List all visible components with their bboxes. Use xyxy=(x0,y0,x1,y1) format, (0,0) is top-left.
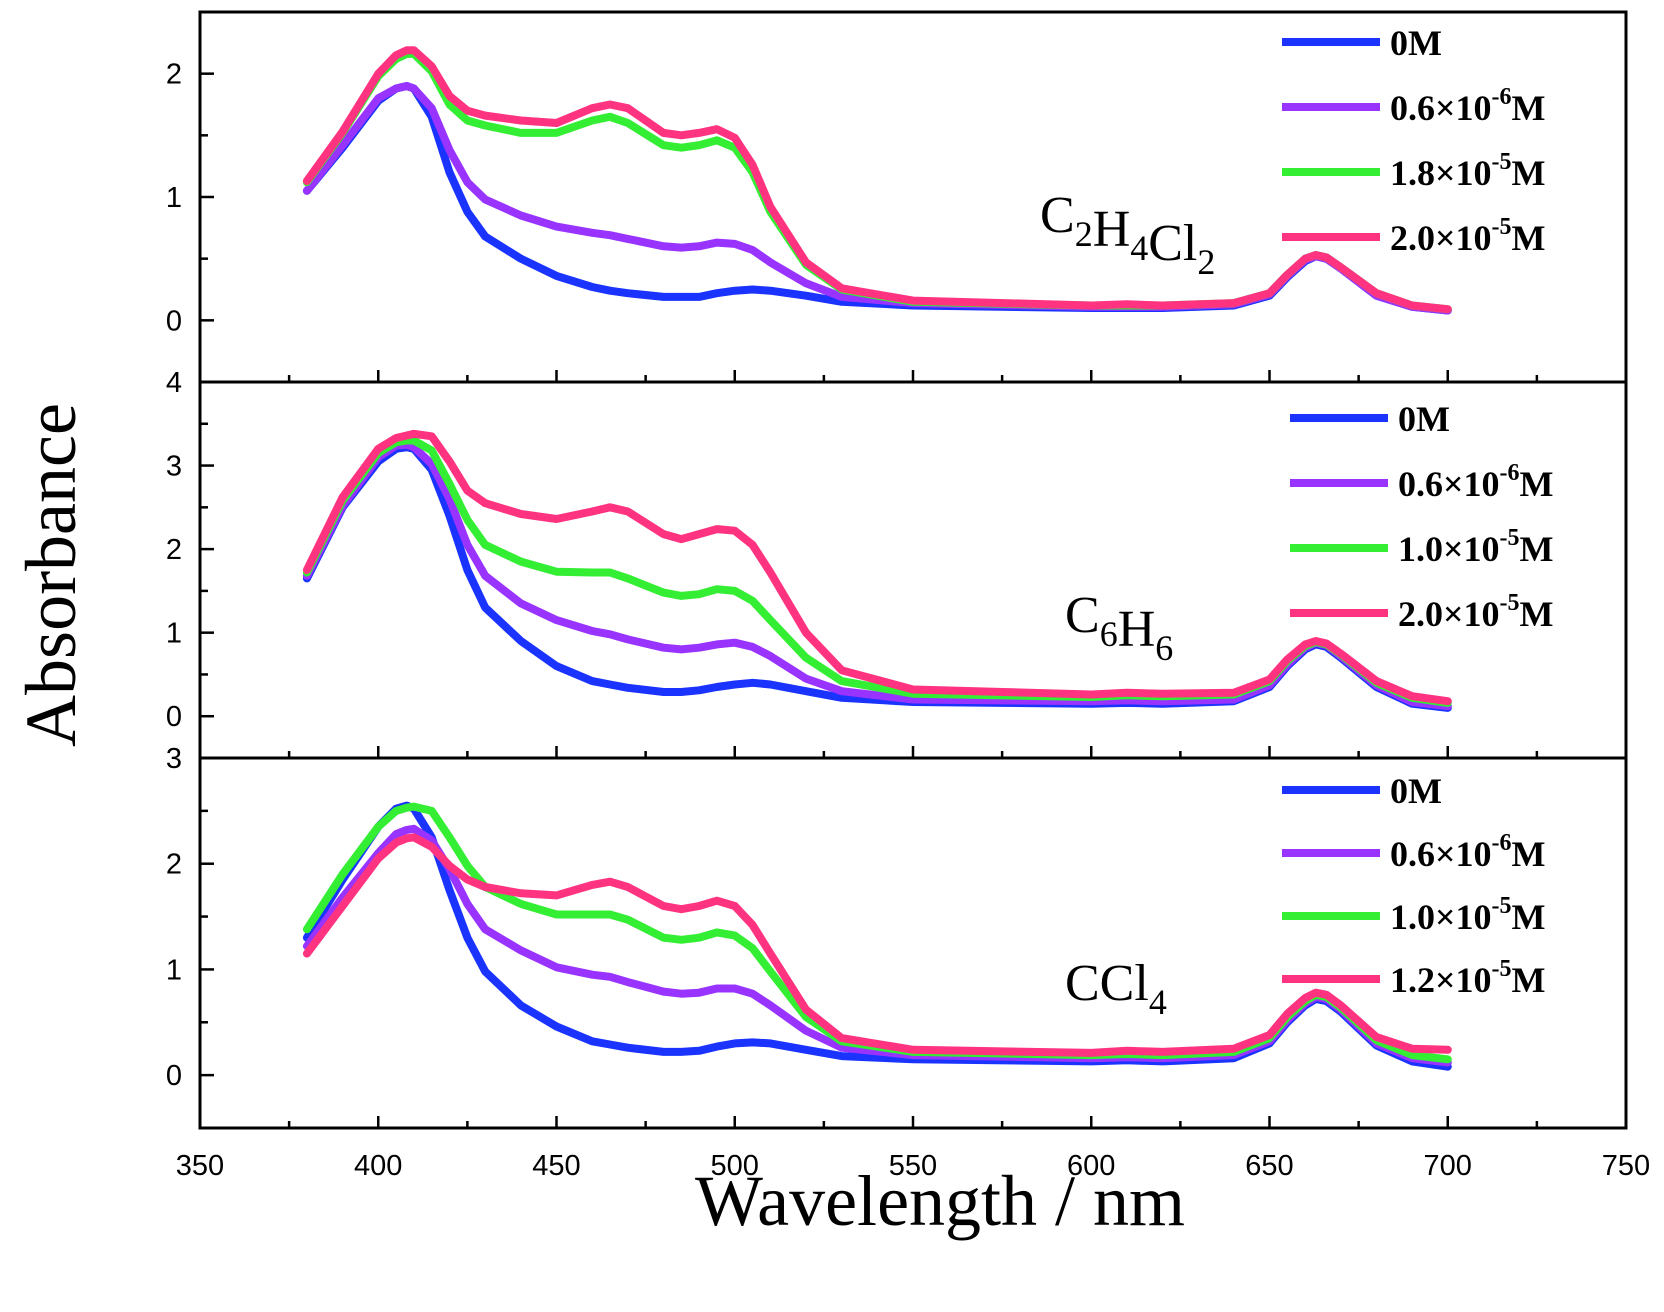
legend-label: 1.0×10-5M xyxy=(1398,525,1554,569)
panel-c2h4cl2: 0 1 2 0M 0.6×10-6M 1.8×10-5M 2.0×10-5M C2H4Cl2 xyxy=(166,10,1628,384)
y-tick-label: 3 xyxy=(166,743,182,775)
legend-label: 0.6×10-6M xyxy=(1398,460,1554,504)
x-tick-label: 700 xyxy=(1424,1150,1472,1182)
legend-label: 0M xyxy=(1390,23,1442,63)
series-line-3 xyxy=(302,833,1452,1057)
y-axis-title: Absorbance xyxy=(11,403,91,747)
x-axis: 350 400 450 500 550 600 650 700 750 xyxy=(176,1150,1650,1182)
y-tick-label: 3 xyxy=(166,451,182,483)
legend-item: 1.8×10-5M xyxy=(1282,149,1546,193)
y-tick-label: 1 xyxy=(166,954,182,986)
x-tick-label: 600 xyxy=(1067,1150,1115,1182)
solvent-label: C6H6 xyxy=(1065,587,1173,668)
y-tick-label: 2 xyxy=(166,849,182,881)
panels-group: 0120M0.6×10-6M1.8×10-5M2.0×10-5MC2H4Cl20… xyxy=(166,10,1628,1130)
y-tick-label: 4 xyxy=(166,367,182,399)
legend-item: 1.0×10-5M xyxy=(1290,525,1554,569)
legend-item: 1.2×10-5M xyxy=(1282,956,1546,1000)
x-tick-label: 450 xyxy=(532,1150,580,1182)
legend-label: 0.6×10-6M xyxy=(1390,830,1546,874)
legend-item: 2.0×10-5M xyxy=(1282,214,1546,258)
legend-item: 0M xyxy=(1282,771,1442,811)
solvent-label: CCl4 xyxy=(1065,955,1167,1022)
legend-label: 2.0×10-5M xyxy=(1390,214,1546,258)
y-tick-label: 1 xyxy=(166,182,182,214)
panel-frame xyxy=(198,10,1628,384)
y-tick-label: 2 xyxy=(166,534,182,566)
legend-label: 2.0×10-5M xyxy=(1398,590,1554,634)
y-tick-label: 0 xyxy=(166,1060,182,1092)
legend-item: 0M xyxy=(1290,399,1450,439)
legend-item: 1.0×10-5M xyxy=(1282,893,1546,937)
legend-label: 1.0×10-5M xyxy=(1390,893,1546,937)
legend-label: 1.2×10-5M xyxy=(1390,956,1546,1000)
series-line-2 xyxy=(302,436,1452,707)
legend-label: 0M xyxy=(1398,399,1450,439)
y-tick-label: 2 xyxy=(166,59,182,91)
solvent-label: C2H4Cl2 xyxy=(1040,187,1215,282)
x-tick-label: 500 xyxy=(711,1150,759,1182)
legend-item: 2.0×10-5M xyxy=(1290,590,1554,634)
x-tick-label: 750 xyxy=(1602,1150,1650,1182)
series-line-2 xyxy=(302,49,1452,314)
legend-label: 1.8×10-5M xyxy=(1390,149,1546,193)
y-tick-label: 0 xyxy=(166,701,182,733)
series-line-3 xyxy=(302,46,1452,314)
legend-label: 0.6×10-6M xyxy=(1390,84,1546,128)
legend-item: 0.6×10-6M xyxy=(1290,460,1554,504)
legend-item: 0M xyxy=(1282,23,1442,63)
x-tick-label: 350 xyxy=(176,1150,224,1182)
legend-item: 0.6×10-6M xyxy=(1282,84,1546,128)
y-tick-label: 0 xyxy=(166,305,182,337)
panel-c6h6: 0 1 2 3 4 0M 0.6×10-6M 1.0×10-5M 2.0×10-5M C6H6 xyxy=(166,367,1628,760)
panel-ccl4: 0 1 2 3 0M 0.6×10-6M 1.0×10-5M 1.2×10-5M CCl4 xyxy=(166,743,1628,1130)
x-tick-label: 400 xyxy=(354,1150,402,1182)
x-axis-title: Wavelength / nm xyxy=(695,1161,1185,1241)
x-tick-label: 650 xyxy=(1245,1150,1293,1182)
series-line-3 xyxy=(302,429,1452,706)
legend-label: 0M xyxy=(1390,771,1442,811)
y-tick-label: 1 xyxy=(166,618,182,650)
x-tick-label: 550 xyxy=(889,1150,937,1182)
legend-item: 0.6×10-6M xyxy=(1282,830,1546,874)
